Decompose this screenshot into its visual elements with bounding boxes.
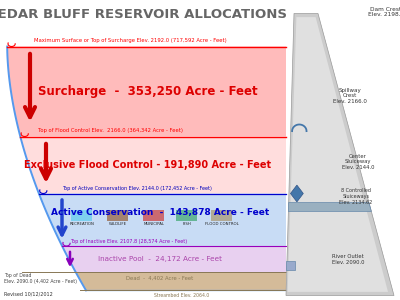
Text: Top of Active Conservation Elev. 2144.0 (172,452 Acre - Feet): Top of Active Conservation Elev. 2144.0 … (62, 186, 212, 191)
Text: FISH: FISH (183, 223, 192, 226)
Text: Maximum Surface or Top of Surcharge Elev. 2192.0 (717,592 Acre - Feet): Maximum Surface or Top of Surcharge Elev… (34, 38, 227, 43)
Bar (286, 261, 295, 270)
Bar (71, 210, 92, 221)
Polygon shape (288, 17, 388, 292)
Polygon shape (290, 185, 303, 202)
Text: Top of Inactive Elev. 2107.8 (28,574 Acre - Feet): Top of Inactive Elev. 2107.8 (28,574 Acr… (70, 239, 187, 244)
Text: Dead  -  4,402 Acre - Feet: Dead - 4,402 Acre - Feet (126, 276, 194, 281)
Bar (143, 210, 164, 221)
Text: FLOOD CONTROL: FLOOD CONTROL (205, 223, 239, 226)
Polygon shape (7, 46, 286, 136)
Text: Surcharge  -  353,250 Acre - Feet: Surcharge - 353,250 Acre - Feet (38, 85, 258, 98)
Text: Top of Dead
Elev. 2090.0 (4,402 Acre - Feet): Top of Dead Elev. 2090.0 (4,402 Acre - F… (4, 273, 77, 284)
Text: MUNICIPAL: MUNICIPAL (144, 223, 164, 226)
Text: Top of Flood Control Elev.  2166.0 (364,342 Acre - Feet): Top of Flood Control Elev. 2166.0 (364,3… (38, 128, 183, 134)
Text: Inactive Pool  -  24,172 Acre - Feet: Inactive Pool - 24,172 Acre - Feet (98, 256, 222, 262)
Text: Streambed Elev. 2064.0: Streambed Elev. 2064.0 (154, 293, 209, 298)
Text: 8 Controlled
Sluiceways
Elev. 2134.62: 8 Controlled Sluiceways Elev. 2134.62 (339, 188, 373, 205)
Text: River Outlet
Elev. 2090.0: River Outlet Elev. 2090.0 (332, 254, 364, 265)
Text: Active Conservation  -  143,878 Acre - Feet: Active Conservation - 143,878 Acre - Fee… (51, 208, 269, 217)
Bar (107, 210, 128, 221)
Text: CEDAR BLUFF RESERVOIR ALLOCATIONS: CEDAR BLUFF RESERVOIR ALLOCATIONS (0, 8, 288, 20)
Polygon shape (62, 246, 286, 272)
Text: RECREATION: RECREATION (70, 223, 94, 226)
Polygon shape (286, 14, 394, 296)
Polygon shape (76, 272, 286, 290)
Bar (211, 210, 232, 221)
Text: Revised 10/12/2012: Revised 10/12/2012 (4, 292, 53, 297)
Polygon shape (39, 194, 286, 246)
Polygon shape (20, 136, 286, 194)
Bar (176, 210, 197, 221)
Text: Spillway
Crest
Elev. 2166.0: Spillway Crest Elev. 2166.0 (333, 88, 367, 104)
Text: WILDLIFE: WILDLIFE (109, 223, 127, 226)
Text: Center
Sluiceway
Elev. 2144.0: Center Sluiceway Elev. 2144.0 (342, 154, 374, 170)
Polygon shape (288, 202, 371, 211)
Text: Dam Crest
Elev. 2198.0: Dam Crest Elev. 2198.0 (368, 7, 400, 17)
Text: Exclusive Flood Control - 191,890 Acre - Feet: Exclusive Flood Control - 191,890 Acre -… (24, 160, 272, 170)
